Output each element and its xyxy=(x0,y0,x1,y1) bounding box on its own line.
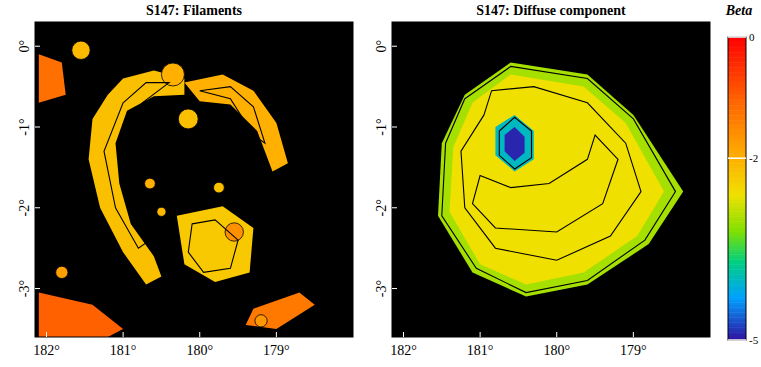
y-tick xyxy=(35,46,40,47)
region xyxy=(89,71,185,285)
x-tick xyxy=(46,332,47,337)
region xyxy=(39,54,66,103)
contour xyxy=(442,66,676,292)
region xyxy=(495,115,533,171)
spot xyxy=(178,109,198,129)
figure: S147: Filaments 182° 181° 180° 179° 0° -1° -2° -… xyxy=(0,0,761,367)
frame xyxy=(392,22,710,337)
contour xyxy=(188,220,238,273)
panel-title: S147: Diffuse component xyxy=(476,3,626,18)
x-tick-label: 179° xyxy=(620,343,647,358)
y-tick xyxy=(392,207,397,208)
x-tick-label: 179° xyxy=(263,343,290,358)
y-tick-label: 0° xyxy=(374,40,389,53)
contour xyxy=(104,83,169,249)
contour xyxy=(200,87,265,144)
y-tick xyxy=(392,46,397,47)
y-tick xyxy=(35,288,40,289)
colorbar-tick-label: 0 xyxy=(749,31,755,43)
region xyxy=(505,127,525,161)
y-tick xyxy=(392,127,397,128)
frame xyxy=(35,22,353,337)
y-tick-label: -1° xyxy=(17,118,32,135)
x-tick xyxy=(276,332,277,337)
y-tick-label: -2° xyxy=(374,199,389,216)
region xyxy=(450,75,665,285)
x-tick-label: 182° xyxy=(33,343,60,358)
spot xyxy=(145,178,156,189)
x-tick xyxy=(403,332,404,337)
region xyxy=(39,293,123,337)
y-tick xyxy=(35,127,40,128)
panel-title: S147: Filaments xyxy=(146,3,243,18)
colorbar-step xyxy=(728,37,746,40)
contour xyxy=(499,117,531,169)
x-tick xyxy=(199,332,200,337)
y-tick xyxy=(392,288,397,289)
y-tick-label: -2° xyxy=(17,199,32,216)
region xyxy=(246,293,315,329)
x-tick xyxy=(556,332,557,337)
colorbar-label: Beta xyxy=(725,3,752,18)
colorbar-step xyxy=(728,158,746,161)
y-tick-label: -3° xyxy=(374,280,389,297)
region xyxy=(438,62,683,296)
plot-area xyxy=(392,22,710,337)
y-tick-label: -3° xyxy=(17,280,32,297)
x-tick-label: 181° xyxy=(110,343,137,358)
contour xyxy=(473,135,619,232)
colorbar-frame xyxy=(728,37,746,340)
spot xyxy=(255,315,267,327)
x-tick-label: 182° xyxy=(390,343,417,358)
map-layer xyxy=(438,62,683,296)
region xyxy=(184,75,288,172)
colorbar-tick xyxy=(728,36,746,38)
x-tick-label: 181° xyxy=(467,343,494,358)
map-layer xyxy=(39,41,315,337)
spot xyxy=(214,182,225,193)
spot xyxy=(72,41,90,59)
x-tick xyxy=(633,332,634,337)
colorbar-tick-label: -5 xyxy=(749,334,759,346)
x-tick xyxy=(480,332,481,337)
contour xyxy=(461,87,641,261)
colorbar-tick xyxy=(728,157,746,159)
y-tick-label: 0° xyxy=(17,40,32,53)
spot xyxy=(157,207,166,216)
spot xyxy=(56,266,68,278)
spot xyxy=(225,223,243,241)
plot-area xyxy=(35,22,353,337)
colorbar-tick xyxy=(728,339,746,341)
y-tick-label: -1° xyxy=(374,118,389,135)
y-tick xyxy=(35,207,40,208)
region xyxy=(177,206,254,282)
x-tick-label: 180° xyxy=(186,343,213,358)
x-tick-label: 180° xyxy=(543,343,570,358)
colorbar-tick-label: -2 xyxy=(749,152,758,164)
x-tick xyxy=(123,332,124,337)
